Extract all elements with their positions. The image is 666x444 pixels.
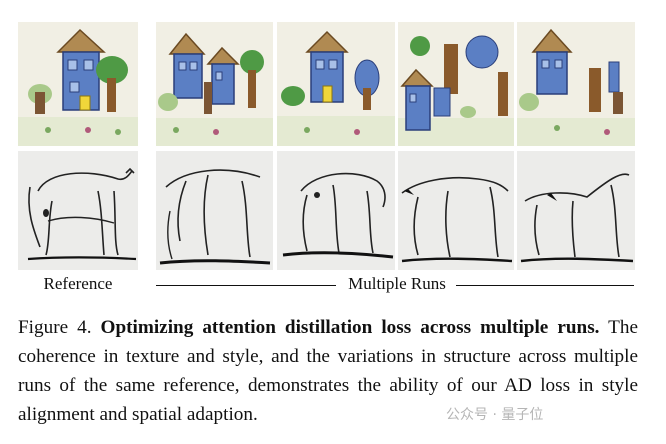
house-drawing-run-2 xyxy=(277,22,395,146)
reference-label: Reference xyxy=(43,274,113,293)
caption-number: Figure 4. xyxy=(18,317,92,338)
caption-title: Optimizing attention distillation loss a… xyxy=(100,317,600,338)
bull-sketch-run-4 xyxy=(517,151,635,270)
figure-caption: Figure 4. Optimizing attention distillat… xyxy=(18,313,638,429)
bull-sketch-run-2 xyxy=(277,151,395,270)
house-drawing-run-3 xyxy=(398,22,514,146)
bull-sketch-reference xyxy=(18,151,138,270)
caption-body: The coherence in texture and style, and … xyxy=(18,317,638,425)
runs-bracket-left xyxy=(156,285,336,286)
house-drawing-run-4 xyxy=(517,22,635,146)
bull-sketch-run-3 xyxy=(398,151,514,270)
house-drawing-run-1 xyxy=(156,22,273,146)
runs-bracket-right xyxy=(456,285,634,286)
house-drawing-reference xyxy=(18,22,138,146)
watermark: 公众号 · 量子位 xyxy=(446,407,544,423)
bull-sketch-run-1 xyxy=(156,151,273,270)
multiple-runs-label: Multiple Runs xyxy=(348,274,446,293)
